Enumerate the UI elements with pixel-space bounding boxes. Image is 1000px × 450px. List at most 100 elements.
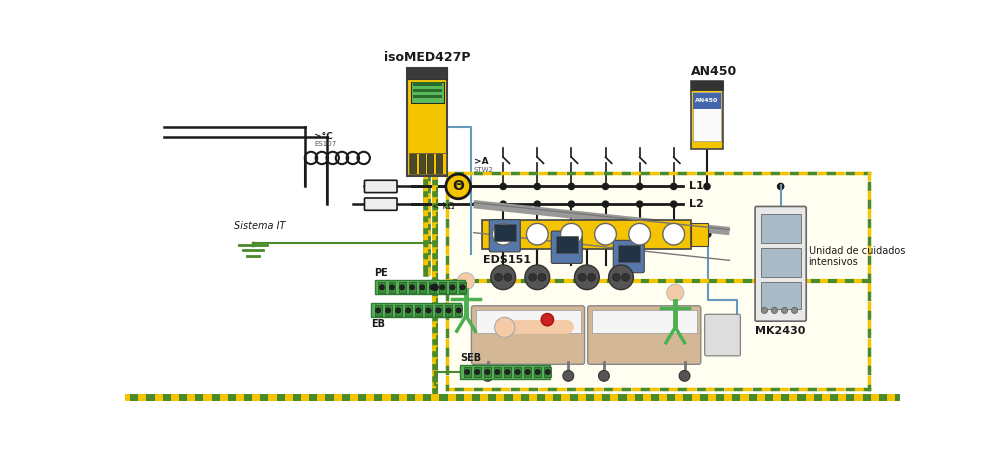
Text: AN450: AN450 [691, 65, 737, 78]
Bar [460, 365, 550, 379]
Circle shape [609, 265, 633, 290]
Text: EB: EB [371, 319, 385, 329]
Text: PE: PE [375, 268, 388, 278]
Circle shape [389, 284, 395, 290]
Circle shape [440, 284, 445, 290]
Circle shape [534, 183, 540, 189]
Circle shape [629, 223, 650, 245]
Circle shape [504, 274, 512, 281]
Circle shape [761, 307, 767, 314]
Circle shape [457, 273, 475, 290]
FancyBboxPatch shape [613, 240, 644, 273]
Bar [399, 282, 406, 292]
Bar [761, 214, 801, 243]
Bar [691, 81, 723, 90]
Bar [375, 305, 382, 316]
Circle shape [456, 308, 461, 313]
FancyBboxPatch shape [588, 306, 701, 364]
Circle shape [704, 183, 710, 189]
Bar [691, 81, 723, 148]
Bar [409, 282, 416, 292]
Circle shape [436, 308, 441, 313]
Circle shape [375, 308, 381, 313]
Bar [439, 282, 446, 292]
Circle shape [500, 201, 506, 207]
Bar [691, 223, 708, 246]
Circle shape [637, 183, 643, 189]
Circle shape [385, 308, 391, 313]
Circle shape [460, 284, 465, 290]
Bar [464, 367, 471, 378]
Bar [407, 68, 447, 79]
Text: ES107: ES107 [314, 141, 336, 147]
Circle shape [599, 370, 609, 381]
Circle shape [495, 369, 500, 375]
Circle shape [679, 370, 690, 381]
Bar [544, 367, 551, 378]
Circle shape [395, 308, 401, 313]
FancyBboxPatch shape [551, 231, 582, 263]
FancyBboxPatch shape [471, 306, 585, 364]
Circle shape [495, 274, 502, 281]
Circle shape [778, 183, 784, 189]
Bar [514, 367, 521, 378]
Bar [375, 280, 465, 294]
Circle shape [622, 274, 630, 281]
Bar [494, 224, 516, 241]
Bar [427, 154, 433, 173]
Circle shape [568, 183, 575, 189]
Text: isoMED427P: isoMED427P [384, 51, 471, 64]
Circle shape [491, 265, 516, 290]
Circle shape [535, 369, 540, 375]
Circle shape [534, 201, 540, 207]
Bar [618, 245, 640, 262]
Bar [371, 303, 461, 317]
Text: MK2430: MK2430 [755, 326, 806, 336]
Bar [761, 282, 801, 309]
Circle shape [379, 284, 385, 290]
Bar [436, 154, 442, 173]
Circle shape [515, 369, 520, 375]
Text: Unidad de cuidados: Unidad de cuidados [809, 247, 905, 256]
Bar [761, 248, 801, 277]
Text: SEB: SEB [460, 353, 481, 363]
Bar [455, 305, 462, 316]
Circle shape [446, 174, 471, 199]
Circle shape [495, 317, 515, 338]
Circle shape [771, 307, 778, 314]
Circle shape [538, 274, 546, 281]
Circle shape [578, 274, 586, 281]
Bar [419, 154, 425, 173]
Bar [459, 282, 466, 292]
Bar [429, 282, 436, 292]
Bar [556, 236, 578, 252]
Bar [534, 367, 541, 378]
Text: < kΩ: < kΩ [432, 202, 454, 211]
Circle shape [485, 369, 490, 375]
Bar [405, 305, 412, 316]
Bar [395, 305, 402, 316]
Circle shape [492, 223, 514, 245]
FancyBboxPatch shape [489, 220, 520, 252]
Bar [385, 305, 392, 316]
Circle shape [595, 223, 616, 245]
Circle shape [671, 201, 677, 207]
Bar [484, 367, 491, 378]
Text: EDS151: EDS151 [483, 255, 531, 265]
Bar [592, 310, 697, 333]
Circle shape [406, 308, 411, 313]
Bar [524, 367, 531, 378]
Text: intensivos: intensivos [809, 256, 858, 266]
Circle shape [526, 223, 548, 245]
Circle shape [475, 369, 480, 375]
Circle shape [792, 307, 798, 314]
Bar [504, 367, 511, 378]
Circle shape [432, 284, 438, 290]
Bar [693, 93, 721, 108]
Bar [407, 68, 447, 176]
Circle shape [561, 223, 582, 245]
FancyBboxPatch shape [364, 180, 397, 193]
Circle shape [446, 308, 451, 313]
Bar [410, 154, 416, 173]
Bar [413, 82, 442, 86]
